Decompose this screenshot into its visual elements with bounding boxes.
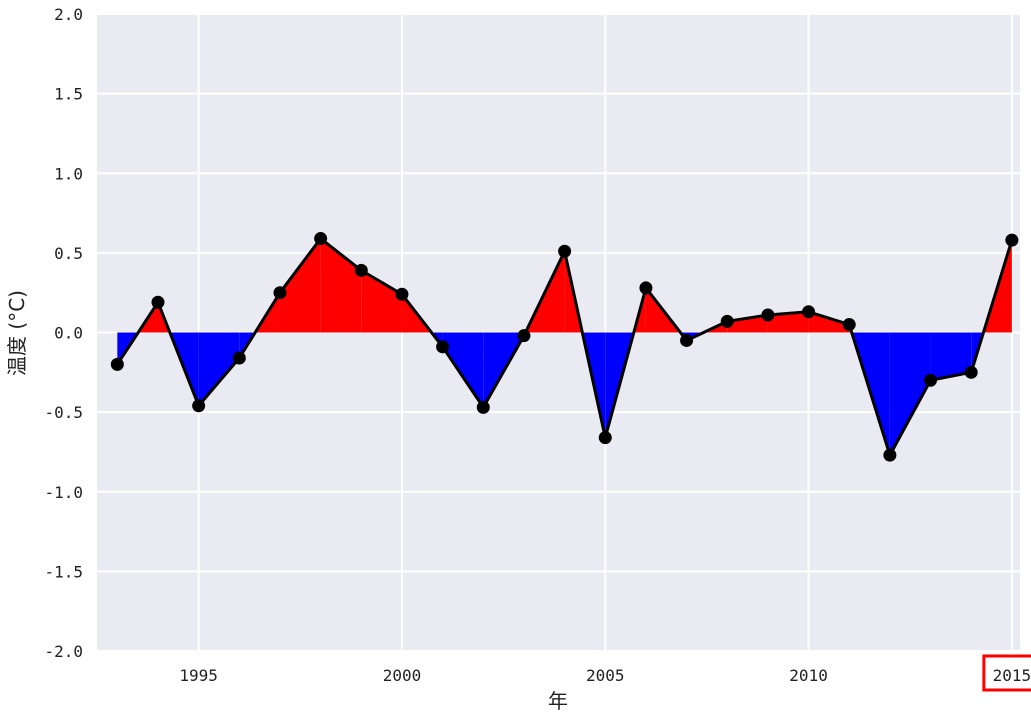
x-tick-label: 2005 (586, 666, 625, 685)
x-axis-label: 年 (548, 689, 568, 713)
x-tick-label: 2015 (993, 666, 1031, 685)
x-tick-label: 1995 (179, 666, 218, 685)
negative-fill (198, 332, 240, 406)
data-point (964, 365, 978, 379)
highlighted-tick-box (982, 654, 1031, 692)
positive-fill (320, 238, 362, 333)
negative-fill (889, 332, 931, 456)
y-tick-label: -1.0 (44, 483, 83, 502)
data-point (192, 399, 206, 413)
positive-fill (361, 270, 402, 333)
positive-fill (767, 311, 809, 333)
data-point (558, 244, 572, 258)
data-point (720, 314, 734, 328)
x-tick-label: 2010 (789, 666, 828, 685)
positive-fill (279, 238, 321, 333)
y-tick-label: 0.0 (54, 324, 83, 343)
data-point (273, 286, 287, 300)
y-tick-label: -0.5 (44, 403, 83, 422)
data-point (842, 318, 856, 332)
negative-fill (930, 332, 972, 381)
x-axis-ticks: 1995 2000 2005 2010 2015 (179, 666, 1031, 685)
data-point (354, 263, 368, 277)
data-point (314, 232, 328, 246)
y-tick-label: 2.0 (54, 5, 83, 24)
data-point (924, 373, 938, 387)
positive-fill (727, 314, 768, 333)
data-point (436, 340, 450, 354)
temperature-markers (110, 232, 1019, 462)
data-point (1005, 233, 1019, 247)
negative-fill (442, 332, 484, 408)
y-tick-label: -1.5 (44, 562, 83, 581)
data-point (639, 281, 653, 295)
y-tick-label: 0.5 (54, 244, 83, 263)
data-point (680, 333, 694, 347)
y-tick-label: 1.0 (54, 164, 83, 183)
data-point (151, 295, 165, 309)
data-point (761, 308, 775, 322)
y-axis-ticks: -2.0 -1.5 -1.0 -0.5 0.0 0.5 1.0 1.5 2.0 (44, 5, 83, 661)
data-point (802, 305, 816, 319)
y-tick-label: -2.0 (44, 642, 83, 661)
data-point (395, 287, 409, 301)
data-point (476, 400, 490, 414)
data-point (883, 448, 897, 462)
x-tick-label: 2000 (383, 666, 422, 685)
data-point (598, 431, 612, 445)
data-point (232, 351, 246, 365)
data-point (110, 357, 124, 371)
y-tick-label: 1.5 (54, 85, 83, 104)
data-point (517, 329, 531, 343)
y-axis-label: 温度 (°C) (5, 290, 29, 376)
positive-fill (808, 311, 850, 333)
